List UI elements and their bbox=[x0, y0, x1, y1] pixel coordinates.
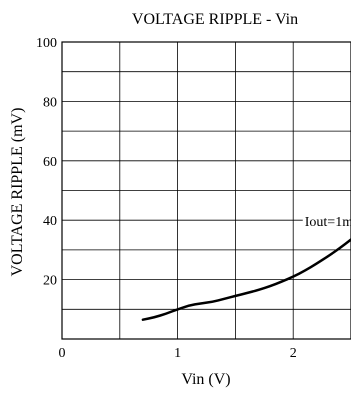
x-axis-label: Vin (V) bbox=[181, 371, 230, 388]
grid bbox=[62, 42, 351, 339]
x-tick-label: 1 bbox=[174, 346, 181, 361]
annotations: Iout=1mA bbox=[303, 213, 351, 230]
y-tick-label: 100 bbox=[36, 36, 57, 51]
y-tick-label: 80 bbox=[43, 95, 57, 110]
x-tick-label: 2 bbox=[290, 346, 297, 361]
y-axis-label: VOLTAGE RIPPLE (mV) bbox=[9, 108, 26, 277]
y-tick-label: 60 bbox=[43, 155, 57, 170]
x-tick-label: 0 bbox=[59, 346, 66, 361]
chart-title: VOLTAGE RIPPLE - Vin bbox=[132, 11, 298, 28]
annotation-label: Iout=1mA bbox=[305, 215, 351, 230]
y-tick-label: 40 bbox=[43, 214, 57, 229]
y-tick-label: 20 bbox=[43, 274, 57, 289]
